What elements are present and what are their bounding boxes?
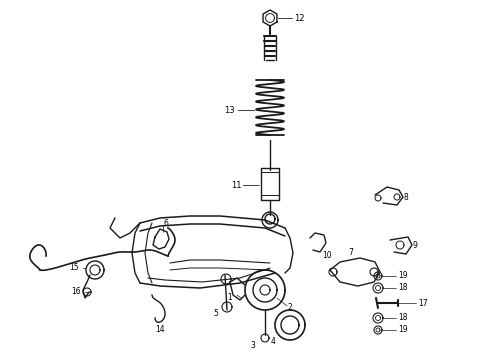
Text: 3: 3 (250, 341, 255, 350)
Text: 13: 13 (224, 105, 235, 114)
Polygon shape (245, 270, 285, 310)
Text: 17: 17 (418, 298, 428, 307)
Text: 5: 5 (213, 309, 218, 318)
Text: 14: 14 (155, 325, 165, 334)
Text: 15: 15 (69, 264, 78, 273)
Polygon shape (275, 310, 305, 340)
Text: 10: 10 (322, 252, 332, 261)
Text: 11: 11 (231, 180, 242, 189)
Text: 6: 6 (163, 219, 168, 228)
Text: 9: 9 (412, 240, 417, 249)
Polygon shape (261, 168, 279, 200)
Text: 7: 7 (348, 248, 353, 257)
Text: 12: 12 (294, 14, 304, 23)
Text: 18: 18 (398, 284, 408, 292)
Text: 8: 8 (403, 193, 408, 202)
Text: 2: 2 (287, 303, 292, 312)
Text: 4: 4 (271, 338, 276, 346)
Text: 16: 16 (71, 288, 81, 297)
Text: 19: 19 (398, 271, 408, 280)
Text: 1: 1 (227, 293, 232, 302)
Text: 19: 19 (398, 325, 408, 334)
Polygon shape (263, 10, 277, 26)
Text: 18: 18 (398, 314, 408, 323)
